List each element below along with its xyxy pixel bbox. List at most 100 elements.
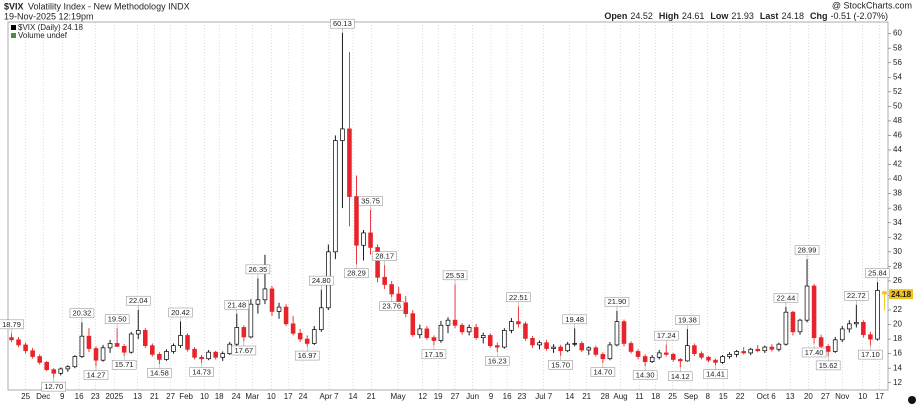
x-tick-label: May	[390, 392, 405, 401]
y-tick-label: 28	[893, 261, 902, 270]
candle-body	[466, 327, 472, 333]
x-tick-label: Mar	[245, 392, 259, 401]
x-tick-label: 28	[601, 392, 610, 401]
candle-body	[114, 343, 120, 347]
y-tick-label: 48	[893, 116, 902, 125]
annotation-box	[590, 367, 616, 377]
stats: Open 24.52 High 24.61 Low 21.93 Last 24.18 Chg -0…	[604, 11, 888, 21]
candle-body	[361, 232, 366, 246]
stat-value: 24.18	[781, 11, 804, 21]
candle-body	[565, 343, 570, 352]
candle-body	[748, 348, 754, 354]
candle-body	[340, 128, 345, 141]
annotation-label: 17.10	[861, 350, 880, 359]
candle-body	[607, 344, 613, 360]
annotation-label: 22.44	[777, 293, 796, 302]
candle-body	[297, 332, 303, 340]
candle-body	[248, 303, 254, 338]
y-tick-label: 20	[893, 320, 902, 329]
candle-body	[741, 351, 746, 354]
candle-body	[839, 328, 845, 341]
candle-body	[804, 285, 810, 321]
x-tick-label: 25	[668, 392, 677, 401]
candle-body	[861, 322, 866, 336]
candle-body	[262, 288, 268, 301]
x-tick-label: 18	[215, 392, 224, 401]
annotation-label: 23.76	[382, 302, 401, 311]
candle-body	[318, 307, 324, 330]
annotation-label: 14.73	[192, 367, 211, 376]
candle-body	[445, 319, 451, 326]
chart-date: 19-Nov-2025 12:19pm	[4, 11, 94, 21]
annotation-label: 15.62	[819, 361, 838, 370]
candle-body	[628, 343, 634, 352]
annotation-label: 17.40	[805, 348, 824, 357]
x-tick-label: 18	[651, 392, 660, 401]
annotation-box	[653, 330, 679, 341]
candle-body	[290, 323, 296, 334]
candle-body	[502, 330, 507, 348]
candle-body	[121, 346, 127, 353]
annotation-label: 19.50	[108, 315, 127, 324]
annotation-box	[668, 371, 693, 382]
annotation-label: 25.84	[868, 269, 887, 278]
candle-body	[797, 319, 803, 333]
candle-body	[473, 327, 479, 338]
x-tick-label: 27	[821, 392, 830, 401]
x-tick-label: 11	[635, 392, 644, 401]
candle-body	[776, 343, 782, 350]
x-tick-label: 14	[565, 392, 574, 401]
annotation-label: 19.48	[565, 315, 584, 324]
annotation-box	[330, 18, 355, 29]
candle-body	[544, 342, 549, 349]
y-tick-label: 50	[893, 101, 902, 110]
candle-body	[199, 356, 204, 360]
candle-body	[783, 311, 789, 345]
annotation-box	[675, 315, 700, 325]
candle-body	[23, 344, 28, 352]
candle-body	[142, 330, 148, 346]
candle-body	[192, 348, 197, 358]
candle-body	[769, 346, 775, 350]
candle-body	[333, 140, 338, 253]
annotation-label: 15.70	[551, 360, 570, 369]
candle-body	[227, 343, 233, 354]
x-tick-label: 25	[21, 392, 30, 401]
candle-body	[424, 328, 430, 338]
candle-body	[509, 321, 514, 331]
annotation-box	[372, 251, 397, 261]
x-tick-label: 24	[232, 392, 241, 401]
candle-body	[72, 356, 78, 368]
candle-body	[382, 276, 387, 285]
candle-body	[58, 368, 64, 374]
annotation-box	[0, 319, 24, 330]
x-tick-label: 13	[786, 392, 795, 401]
candle-body	[487, 335, 493, 346]
y-tick-label: 40	[893, 174, 902, 183]
y-tick-label: 54	[893, 72, 902, 81]
annotation-label: 15.71	[115, 360, 134, 369]
candle-body	[410, 313, 416, 336]
annotation-label: 26.35	[249, 265, 268, 274]
x-tick-label: 23	[91, 392, 100, 401]
candle-body	[65, 366, 71, 370]
candle-body	[452, 319, 458, 326]
x-tick-label: 10	[267, 392, 276, 401]
candle-body	[459, 324, 465, 333]
annotation-label: 17.67	[234, 346, 253, 355]
candle-body	[635, 351, 641, 357]
candle-body	[135, 330, 141, 335]
annotation-label: 14.12	[671, 372, 690, 381]
y-tick-label: 14	[893, 363, 902, 372]
x-tick-label: 14	[349, 392, 358, 401]
candle-body	[431, 337, 437, 341]
stat-value: 24.52	[630, 11, 653, 21]
annotation-label: 14.41	[706, 370, 725, 379]
candle-body	[854, 322, 859, 325]
legend-swatch	[11, 25, 16, 30]
annotation-label: 17.15	[425, 350, 444, 359]
annotation-box	[224, 300, 250, 310]
y-tick-label: 16	[893, 349, 902, 358]
annotation-box	[801, 347, 827, 358]
annotation-label: 21.90	[608, 297, 627, 306]
